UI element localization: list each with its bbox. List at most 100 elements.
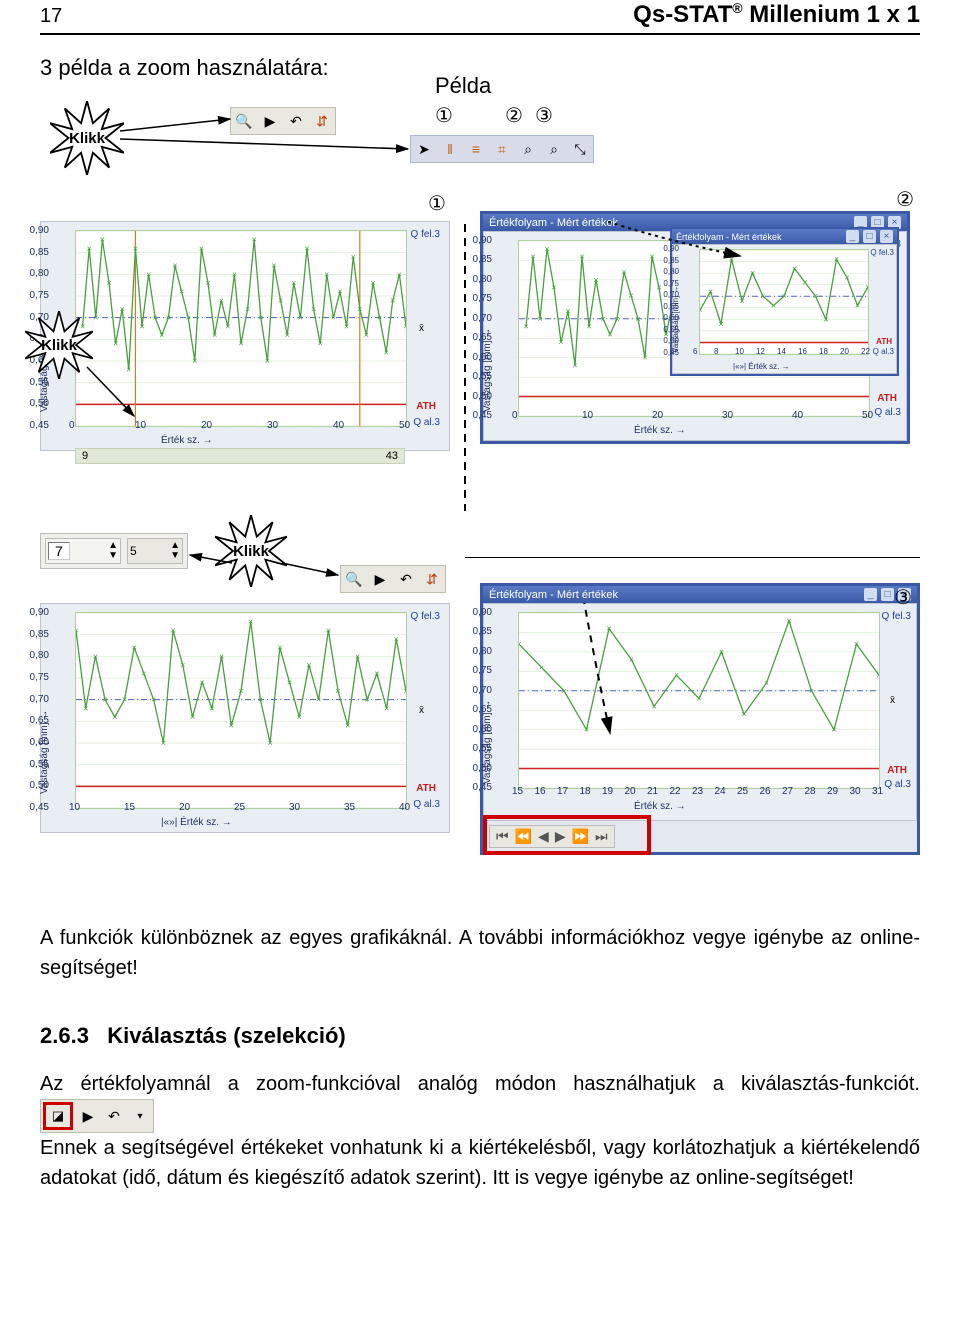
zoom-icon-2[interactable]: 🔍 [343,568,365,590]
svg-text:×: × [318,339,323,349]
svg-text:×: × [558,337,563,347]
svg-text:×: × [600,314,605,324]
svg-text:×: × [719,647,724,657]
svg-text:×: × [159,330,164,340]
svg-text:×: × [337,287,342,297]
svg-text:×: × [229,721,234,731]
play-icon-2[interactable]: ▶ [369,568,391,590]
dropdown-icon[interactable]: ▾ [129,1105,151,1127]
document-title: Qs-STAT® Millenium 1 x 1 [633,0,920,29]
svg-text:×: × [642,353,647,363]
circled-3-small: ③ [535,103,553,128]
ath-1: ATH [416,401,436,412]
svg-text:×: × [357,304,362,314]
range-icon[interactable]: ⇵ [311,110,333,132]
svg-text:×: × [238,339,243,349]
svg-text:×: × [304,243,309,253]
svg-text:×: × [809,686,814,696]
svg-text:×: × [355,651,360,661]
window-titlebar-4: Értékfolyam - Mért értékek _□× [483,586,917,603]
svg-text:×: × [219,295,224,305]
svg-text:×: × [331,313,336,323]
svg-text:×: × [271,261,276,271]
svg-text:×: × [565,306,570,316]
zoom-toolbar-top: 🔍 ▶ ↶ ⇵ [230,107,336,135]
svg-text:×: × [384,347,389,357]
svg-text:×: × [855,300,860,310]
undo-icon-2[interactable]: ↶ [395,568,417,590]
eraser-toolbar: ◪ ▶ ↶ ▾ [40,1099,154,1133]
svg-text:×: × [102,695,107,705]
svg-text:×: × [854,639,859,649]
zoom3-icon[interactable]: ⌕ [543,138,565,160]
charts-row-2: Vastagság [mm] → 0,900,850,800,750,700,6… [40,603,920,883]
svg-text:×: × [141,669,146,679]
chart-panel-3: Vastagság [mm] → 0,900,850,800,750,700,6… [40,603,450,833]
svg-text:×: × [629,655,634,665]
svg-text:×: × [606,624,611,634]
toolbar-icons-row: ➤ ‖ ≡ ⌗ ⌕ ⌕ ⤡ [410,135,594,163]
subsection-heading: 2.6.3 Kiválasztás (szelekció) [40,1023,920,1049]
svg-text:×: × [621,267,626,277]
eraser-icon[interactable]: ◪ [47,1105,69,1127]
pause-icon[interactable]: ‖ [439,138,461,160]
zoompan-icon[interactable]: ⤡ [569,138,591,160]
circled-2-small: ② [505,103,523,128]
svg-text:×: × [651,701,656,711]
top-annotation-row: Klikk 🔍 ▶ ↶ ⇵ Példa ① ② ③ ➤ ‖ ≡ ⌗ ⌕ ⌕ ⤡ [40,101,920,211]
svg-text:×: × [700,305,703,315]
svg-text:×: × [561,686,566,696]
nav-highlight [483,815,651,855]
panel-label-1: ① [428,191,446,216]
svg-text:×: × [267,738,272,748]
svg-text:×: × [584,725,589,735]
svg-text:×: × [265,356,270,366]
range-icon-2[interactable]: ⇵ [421,568,443,590]
svg-text:×: × [786,616,791,626]
svg-text:×: × [729,254,734,264]
spinner-down-1[interactable]: ▼ [108,551,118,561]
zoom-icon[interactable]: 🔍 [233,110,255,132]
play-icon-3[interactable]: ▶ [77,1105,99,1127]
klikk-callout-3: Klikk [215,515,287,587]
chart-plot-1: ××××××××××××××××××××××××××××××××××××××××… [75,230,407,427]
lines-icon[interactable]: ≡ [465,138,487,160]
svg-text:×: × [179,287,184,297]
svg-text:×: × [708,287,713,297]
chart-plot-inset: ××××××××××××××××× Q fel.3 ATH Q al.3 [699,249,869,355]
hline-divider [465,557,920,558]
svg-text:×: × [390,295,395,305]
undo-icon[interactable]: ↶ [285,110,307,132]
grid-icon[interactable]: ⌗ [491,138,513,160]
svg-text:×: × [607,329,612,339]
svg-text:×: × [316,695,321,705]
svg-text:×: × [161,738,166,748]
svg-text:×: × [614,314,619,324]
play-icon[interactable]: ▶ [259,110,281,132]
svg-text:×: × [537,314,542,324]
svg-text:×: × [370,278,375,288]
svg-text:×: × [200,677,205,687]
svg-text:×: × [865,282,868,292]
svg-text:×: × [166,313,171,323]
svg-text:×: × [394,634,399,644]
svg-text:×: × [649,252,654,262]
svg-text:×: × [100,235,105,245]
zoom2-icon[interactable]: ⌕ [517,138,539,160]
undo-icon-3[interactable]: ↶ [103,1105,125,1127]
svg-text:×: × [248,617,253,627]
svg-text:×: × [285,330,290,340]
svg-text:×: × [384,703,389,713]
svg-text:×: × [539,662,544,672]
charts-row-1: ① Vastagság [mm] → 0,900,850,800,750,700… [40,221,920,501]
spinner-down-2[interactable]: ▼ [170,551,180,561]
nav-bar-container: ⏮⏪◀▶⏩⏭ [483,821,917,852]
cursor-icon[interactable]: ➤ [413,138,435,160]
xticks-2: 01020304050 [518,410,868,422]
svg-text:×: × [403,686,406,696]
svg-text:×: × [586,322,591,332]
spinner-value-1[interactable]: 7 [48,542,70,560]
svg-text:×: × [823,314,828,324]
svg-text:×: × [298,313,303,323]
svg-text:×: × [523,322,528,332]
